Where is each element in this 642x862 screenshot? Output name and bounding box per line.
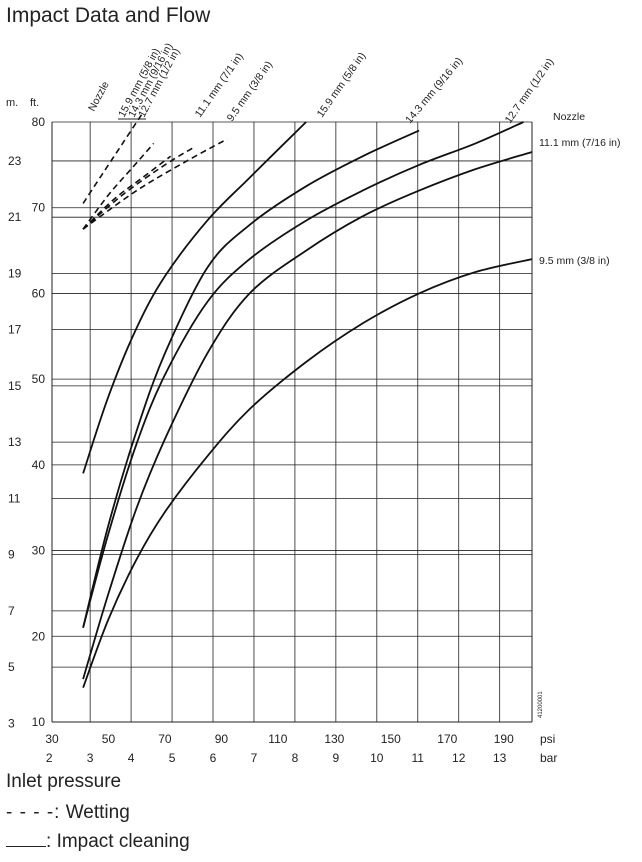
xtick-bar-7: 7 [251,751,258,765]
grid [51,121,533,723]
xtick-bar-9: 9 [333,751,340,765]
x-unit-psi: psi [540,732,555,746]
x-unit-bar: bar [540,751,557,765]
series-solid-6 [82,129,420,628]
legend-wetting-swatch: - - - -: [6,802,61,823]
xtick-psi-190: 190 [494,732,514,746]
label-solid-9-5: 9.5 mm (3/8 in) [539,255,610,267]
ytick-m-19: 19 [8,266,22,280]
xtick-bar-8: 8 [292,751,299,765]
curves [82,112,533,689]
xtick-psi-150: 150 [381,732,401,746]
label-solid-15-9: 15.9 mm (5/8 in) [315,50,369,120]
series-solid-5 [82,121,307,474]
ytick-ft-70: 70 [32,201,46,215]
xtick-psi-110: 110 [268,732,287,746]
ytick-m-23: 23 [8,154,22,168]
ytick-ft-40: 40 [32,458,46,472]
xtick-bar-5: 5 [169,751,176,765]
xtick-psi-170: 170 [437,732,457,746]
xtick-bar-6: 6 [210,751,217,765]
ytick-m-21: 21 [8,210,22,224]
ytick-m-17: 17 [8,323,22,337]
series-solid-8 [82,151,533,680]
series-dashed-0 [82,112,144,204]
ytick-ft-50: 50 [32,372,46,386]
label-solid-11-1: 11.1 mm (7/16 in) [539,137,621,149]
xtick-psi-70: 70 [158,732,172,746]
page-title: Impact Data and Flow [6,4,211,27]
ytick-ft-10: 10 [32,715,46,729]
xtick-bar-2: 2 [46,751,53,765]
ytick-m-7: 7 [8,604,15,618]
ytick-m-9: 9 [8,548,15,562]
ytick-ft-30: 30 [32,544,46,558]
series-dashed-1 [82,142,155,230]
ytick-ft-60: 60 [32,286,46,300]
xtick-bar-10: 10 [370,751,384,765]
legend-impact-swatch: : [46,831,52,852]
series-dashed-3 [82,147,194,230]
xtick-bar-3: 3 [87,751,94,765]
xtick-bar-13: 13 [493,751,507,765]
ytick-m-11: 11 [8,491,21,505]
nozzle-label-right: Nozzle [553,111,585,123]
ytick-ft-80: 80 [32,115,46,129]
legend-heading: Inlet pressure [6,771,122,792]
legend-impact: : Impact cleaning [6,831,190,853]
y-unit-ft: ft. [30,97,39,109]
xtick-psi-30: 30 [45,732,59,746]
series-solid-9 [82,258,533,689]
ytick-m-15: 15 [8,379,22,393]
xtick-psi-130: 130 [324,732,344,746]
legend-impact-line [6,832,46,847]
xtick-bar-11: 11 [412,751,425,765]
legend-impact-label: Impact cleaning [56,831,190,852]
ytick-m-3: 3 [8,716,15,730]
series-dashed-4 [82,138,228,230]
y-unit-m: m. [6,97,18,109]
xtick-bar-4: 4 [128,751,135,765]
xtick-psi-90: 90 [215,732,229,746]
ytick-m-13: 13 [8,435,22,449]
ytick-m-5: 5 [8,660,15,674]
series-solid-7 [82,121,524,628]
ytick-ft-20: 20 [32,629,46,643]
legend-wetting-label: Wetting [65,802,130,823]
xtick-bar-12: 12 [452,751,466,765]
curve-labels: 15.9 mm (5/8 in) 14.3 mm (9/16 in) 12.7 mm… [86,41,620,718]
label-solid-12-7: 12.7 mm (1/2 in) [503,56,557,126]
series-dashed-2 [82,155,172,230]
nozzle-label-left: Nozzle [86,79,112,113]
legend-wetting: - - - -: Wetting [6,802,130,824]
chart-code: 41200001 [538,691,544,718]
label-solid-14-3: 14.3 mm (9/16 in) [403,55,465,126]
xtick-psi-50: 50 [102,732,116,746]
